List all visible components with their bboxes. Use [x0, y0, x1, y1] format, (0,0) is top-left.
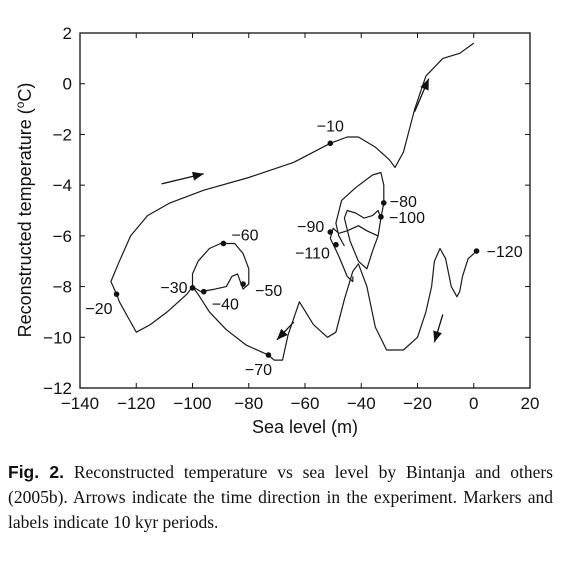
series-line	[191, 242, 250, 293]
arrow-head	[276, 328, 288, 340]
series-line	[329, 171, 385, 283]
x-tick-label: −80	[234, 394, 263, 413]
y-tick-label: 0	[63, 75, 72, 94]
caption-text: Reconstructed temperature vs sea level b…	[8, 462, 553, 532]
period-marker-label: −20	[85, 301, 112, 318]
period-marker	[220, 240, 227, 247]
y-axis-label-main: Reconstructed temperature (	[15, 108, 35, 337]
period-marker	[200, 288, 207, 295]
period-marker-label: −80	[390, 194, 417, 211]
period-marker	[333, 241, 339, 248]
period-marker	[240, 281, 246, 287]
x-tick-label: 0	[469, 394, 478, 413]
x-tick-label: 20	[521, 394, 540, 413]
y-tick-label: 2	[63, 24, 72, 43]
axis-ticks: −140 −120 −100 −80 −60 −40 −20 0 20−12−10−8−6−4−…	[43, 24, 539, 413]
y-tick-label: −10	[43, 328, 72, 347]
period-marker-label: −40	[212, 297, 239, 314]
y-tick-label: −2	[53, 125, 72, 144]
period-marker	[327, 229, 334, 235]
period-marker-label: −70	[245, 362, 272, 379]
x-tick-label: −40	[347, 394, 376, 413]
period-marker	[473, 248, 480, 254]
chart: −140 −120 −100 −80 −60 −40 −20 0 20−12−10−8−6−4−…	[13, 24, 539, 437]
arrow-head	[192, 171, 204, 181]
x-tick-label: −140	[61, 394, 99, 413]
period-marker	[378, 214, 384, 220]
period-marker	[380, 200, 387, 206]
period-marker-label: −110	[295, 246, 330, 263]
period-marker-label: −60	[231, 227, 258, 244]
x-tick-label: −20	[403, 394, 432, 413]
period-marker	[327, 140, 334, 147]
period-marker-label: −90	[297, 219, 324, 236]
y-tick-label: −4	[53, 176, 72, 195]
arrow-head	[433, 330, 442, 343]
x-axis-label: Sea level (m)	[252, 417, 358, 437]
caption-label: Fig. 2.	[8, 462, 65, 482]
y-tick-label: −12	[43, 379, 72, 398]
y-axis-label-degree: o	[13, 101, 27, 108]
period-marker-label: −30	[160, 280, 187, 297]
period-marker	[189, 285, 196, 291]
y-axis-label-unit: C)	[15, 83, 35, 102]
period-marker	[113, 291, 120, 297]
x-tick-label: −100	[173, 394, 211, 413]
direction-arrows	[161, 78, 444, 343]
data-markers: −10 −20 −30 −40 −50 −60 −70 −80 −90 −100 −110 −120	[85, 118, 522, 379]
x-tick-label: −120	[117, 394, 155, 413]
period-marker-label: −100	[389, 210, 425, 227]
arrow-head	[420, 78, 429, 91]
period-marker-label: −120	[487, 244, 523, 261]
plot-frame	[79, 32, 531, 389]
period-marker	[265, 352, 272, 358]
y-axis-label: Reconstructed temperature (oC)	[13, 83, 35, 338]
y-tick-label: −8	[53, 278, 72, 297]
period-marker-label: −10	[317, 118, 344, 135]
y-tick-label: −6	[53, 227, 72, 246]
period-marker-label: −50	[255, 283, 282, 300]
figure-caption: Fig. 2. Reconstructed temperature vs sea…	[8, 460, 553, 535]
data-curves	[110, 42, 477, 361]
x-tick-label: −60	[291, 394, 320, 413]
series-line	[110, 42, 477, 361]
